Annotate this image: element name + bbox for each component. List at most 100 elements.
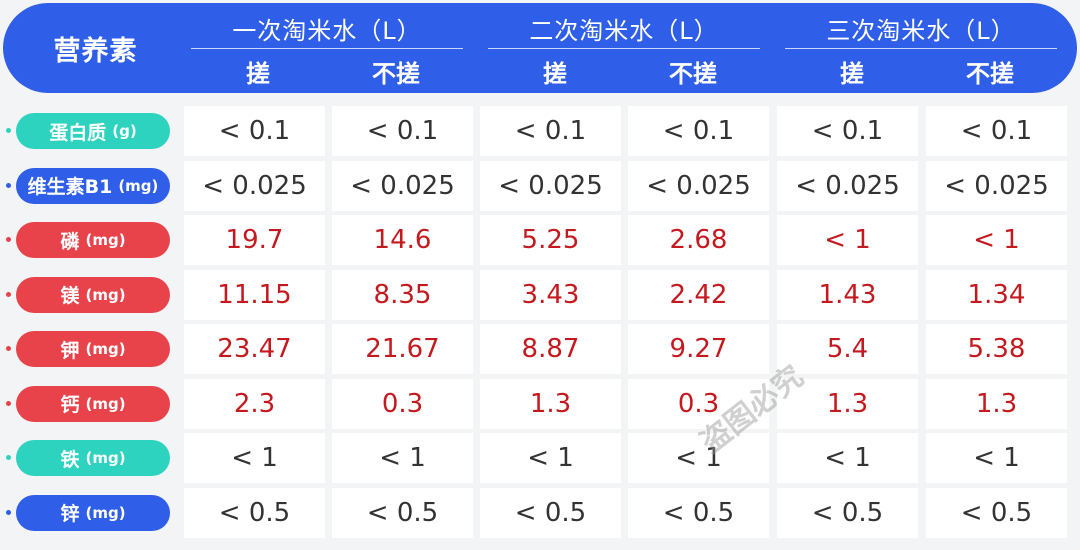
row-bullet [6, 128, 11, 133]
group-title: 三次淘米水（L） [826, 16, 1016, 45]
table-row: 钾 (mg) 23.47 21.67 8.87 9.27 5.4 5.38 [0, 322, 1080, 376]
value-cell: < 0.1 [777, 106, 918, 156]
value-cell: 3.43 [480, 269, 621, 320]
value-cell: 2.68 [628, 215, 769, 265]
sub-header-rub: 搓 [840, 59, 864, 88]
value-cell: < 0.1 [628, 106, 769, 156]
value-cell: 0.3 [628, 378, 769, 429]
row-bullet [6, 237, 11, 242]
group-third-wash: 三次淘米水（L） 搓 不搓 [783, 3, 1059, 93]
value-cell: 19.7 [184, 215, 325, 265]
value-cell: 23.47 [184, 324, 325, 374]
value-cell: 9.27 [628, 324, 769, 374]
value-cell: < 0.025 [332, 160, 473, 211]
group-title: 一次淘米水（L） [232, 16, 422, 45]
table-row: 磷 (mg) 19.7 14.6 5.25 2.68 < 1 < 1 [0, 213, 1080, 267]
value-cell: < 1 [777, 433, 918, 483]
group-divider [191, 48, 463, 49]
nutrient-label: 镁 (mg) [16, 276, 170, 313]
nutrient-name: 磷 [60, 230, 80, 253]
group-second-wash: 二次淘米水（L） 搓 不搓 [486, 3, 762, 93]
table-row: 铁 (mg) < 1 < 1 < 1 < 1 < 1 < 1 [0, 431, 1080, 485]
value-cell: < 0.025 [777, 160, 918, 211]
nutrient-unit: (mg) [85, 231, 126, 249]
nutrient-name: 钙 [60, 394, 80, 416]
value-cell: < 0.025 [184, 160, 325, 211]
nutrient-name: 蛋白质 [49, 121, 107, 144]
value-cell: < 1 [480, 433, 621, 483]
value-cell: 1.43 [777, 269, 918, 320]
nutrient-unit: (mg) [85, 340, 126, 358]
value-cell: < 0.5 [628, 487, 769, 538]
value-cell: < 1 [926, 215, 1067, 265]
nutrient-label: 维生素B1 (mg) [16, 167, 170, 204]
nutrient-name: 铁 [60, 448, 80, 471]
table-row: 蛋白质 (g) < 0.1 < 0.1 < 0.1 < 0.1 < 0.1 < 0.1 [0, 104, 1080, 158]
table-row: 锌 (mg) < 0.5 < 0.5 < 0.5 < 0.5 < 0.5 < 0.5 [0, 486, 1080, 540]
group-first-wash: 一次淘米水（L） 搓 不搓 [189, 3, 465, 93]
value-cell: < 1 [628, 433, 769, 483]
value-cell: 5.4 [777, 324, 918, 374]
sub-header-no-rub: 不搓 [669, 59, 717, 88]
value-cell: 5.25 [480, 215, 621, 265]
value-cell: 0.3 [332, 378, 473, 429]
row-bullet [6, 509, 11, 515]
value-cell: 8.87 [480, 324, 621, 374]
value-cell: < 0.025 [926, 160, 1067, 211]
value-cell: < 0.1 [926, 106, 1067, 156]
value-cell: 21.67 [332, 324, 473, 374]
sub-header-rub: 搓 [246, 59, 270, 88]
value-cell: 11.15 [184, 269, 325, 320]
value-cell: 1.3 [926, 378, 1067, 429]
value-cell: 1.3 [777, 378, 918, 429]
nutrient-unit: (g) [112, 122, 137, 140]
nutrient-label: 磷 (mg) [16, 222, 170, 258]
nutrient-unit: (mg) [85, 394, 126, 413]
table-header: 营养素 一次淘米水（L） 搓 不搓 二次淘米水（L） 搓 不搓 三次淘米水（L）… [3, 3, 1077, 93]
value-cell: < 0.025 [628, 160, 769, 211]
row-bullet [6, 291, 11, 297]
nutrient-unit: (mg) [85, 449, 126, 467]
table-row: 钙 (mg) 2.3 0.3 1.3 0.3 1.3 1.3 [0, 377, 1080, 431]
value-cell: < 0.1 [480, 106, 621, 156]
nutrient-name: 钾 [60, 339, 80, 362]
group-divider [488, 48, 760, 49]
sub-header-no-rub: 不搓 [372, 59, 420, 88]
value-cell: < 0.025 [480, 160, 621, 211]
nutrient-unit: (mg) [85, 503, 126, 522]
nutrient-header-label: 营养素 [53, 35, 138, 67]
sub-header-no-rub: 不搓 [966, 59, 1014, 88]
nutrient-label: 钙 (mg) [16, 385, 170, 422]
value-cell: 5.38 [926, 324, 1067, 374]
row-bullet [6, 346, 11, 351]
value-cell: 14.6 [332, 215, 473, 265]
nutrient-unit: (mg) [85, 285, 126, 304]
sub-header-rub: 搓 [543, 59, 567, 88]
group-divider [785, 48, 1057, 49]
nutrient-label: 铁 (mg) [16, 440, 170, 476]
table-row: 维生素B1 (mg) < 0.025 < 0.025 < 0.025 < 0.025 < 0… [0, 159, 1080, 213]
value-cell: < 0.5 [184, 487, 325, 538]
value-cell: 2.3 [184, 378, 325, 429]
value-cell: < 1 [332, 433, 473, 483]
nutrient-label: 钾 (mg) [16, 331, 170, 367]
value-cell: < 0.1 [332, 106, 473, 156]
row-bullet [6, 455, 11, 460]
value-cell: < 0.5 [332, 487, 473, 538]
value-cell: < 0.5 [926, 487, 1067, 538]
value-cell: 8.35 [332, 269, 473, 320]
nutrient-name: 锌 [60, 503, 80, 525]
value-cell: 1.34 [926, 269, 1067, 320]
nutrient-label: 蛋白质 (g) [16, 113, 170, 149]
row-bullet [6, 400, 11, 406]
row-bullet [6, 182, 11, 188]
nutrient-label: 锌 (mg) [16, 494, 170, 531]
value-cell: < 1 [777, 215, 918, 265]
value-cell: 1.3 [480, 378, 621, 429]
nutrient-unit: (mg) [118, 176, 159, 195]
group-title: 二次淘米水（L） [529, 16, 719, 45]
nutrient-name: 镁 [60, 285, 80, 307]
value-cell: < 0.5 [777, 487, 918, 538]
value-cell: < 1 [184, 433, 325, 483]
nutrient-name: 维生素B1 [27, 176, 113, 198]
